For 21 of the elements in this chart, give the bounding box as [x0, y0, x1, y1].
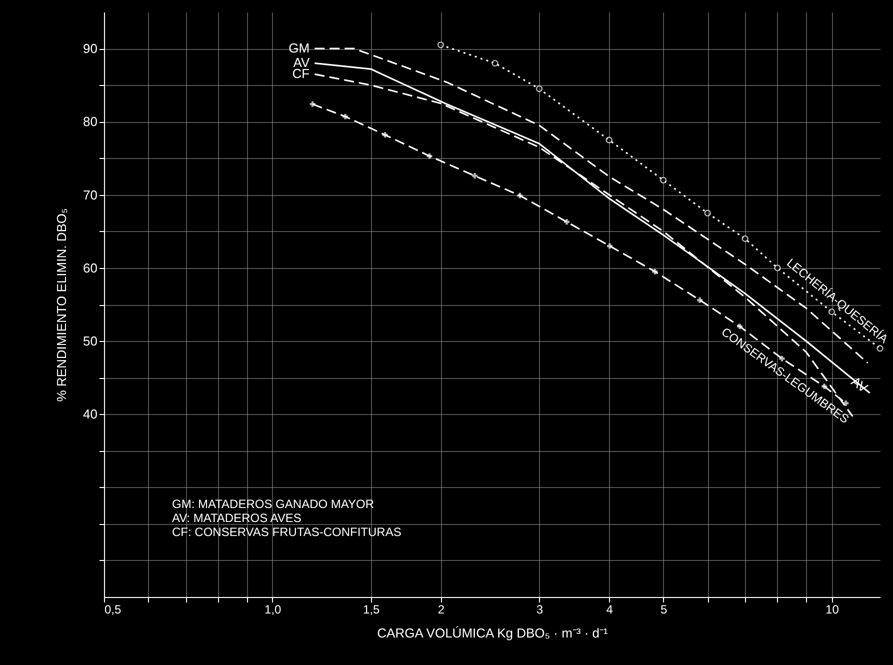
y-tick-label: 70 — [83, 187, 98, 202]
x-tick-label: 1,0 — [264, 602, 282, 616]
annotation: AV: MATADEROS AVES — [172, 511, 302, 525]
y-tick-label: 40 — [83, 406, 98, 422]
x-tick-label: 1,5 — [363, 602, 380, 616]
y-tick-label: 90 — [83, 41, 98, 56]
annotation: GM: MATADEROS GANADO MAYOR — [172, 497, 374, 511]
x-tick-label: 2 — [438, 602, 445, 616]
series-label: GM — [288, 40, 310, 56]
x-tick-label: 3 — [536, 602, 544, 616]
x-tick-label: 0,5 — [104, 602, 122, 616]
x-tick-label: 10 — [826, 602, 840, 616]
y-tick-label: 80 — [83, 114, 98, 130]
y-tick-label: 50 — [83, 334, 98, 349]
y-axis-title: % RENDIMIENTO ELIMIN. DBO₅ — [54, 208, 70, 402]
y-tick-label: 60 — [83, 260, 98, 276]
x-tick-label: 5 — [660, 602, 668, 616]
series-label: CF — [292, 66, 310, 82]
x-tick-label: 4 — [606, 602, 614, 616]
x-axis-title: CARGA VOLÚMICA Kg DBO₅ · m⁻³ · d⁻¹ — [377, 626, 608, 640]
annotation: CF: CONSERVAS FRUTAS-CONFITURAS — [172, 525, 402, 539]
